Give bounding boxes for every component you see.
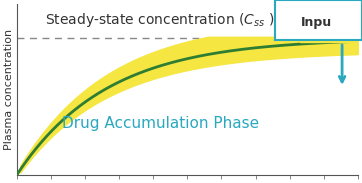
Text: Inpu: Inpu (301, 16, 332, 29)
Y-axis label: Plasma concentration: Plasma concentration (4, 29, 14, 150)
Text: Drug Accumulation Phase: Drug Accumulation Phase (62, 116, 259, 131)
Text: Steady-state concentration ($C_{ss}$ ): Steady-state concentration ($C_{ss}$ ) (45, 11, 275, 29)
